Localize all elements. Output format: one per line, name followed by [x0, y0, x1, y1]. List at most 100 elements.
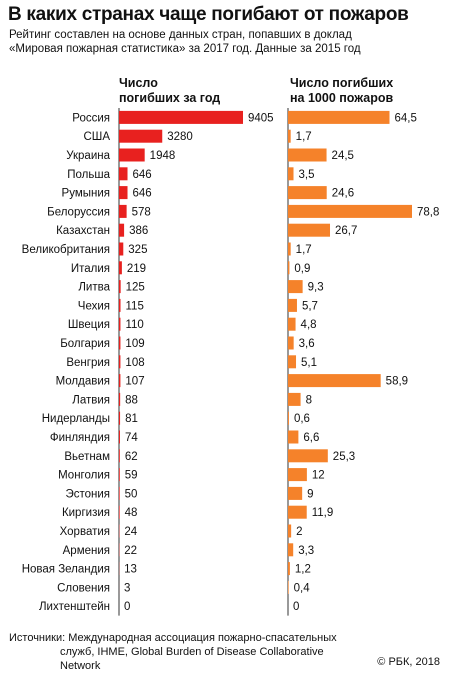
deaths-bar [119, 486, 120, 500]
per1000-bar [288, 148, 327, 162]
per1000-bar [288, 505, 307, 519]
category-label: Молдавия [56, 376, 110, 388]
deaths-column-header-line-1: Число [119, 76, 158, 90]
category-label: Хорватия [60, 526, 110, 538]
deaths-bar [119, 186, 128, 200]
deaths-bar [119, 148, 145, 162]
category-label: Россия [72, 112, 110, 124]
per1000-value-label: 64,5 [394, 112, 416, 124]
category-label: Швеция [68, 319, 110, 331]
per1000-value-label: 3,3 [298, 545, 314, 557]
per1000-column-header-line-2: на 1000 пожаров [290, 91, 394, 105]
category-label: Новая Зеландия [22, 564, 110, 576]
per1000-bar [288, 110, 390, 124]
category-label: Чехия [78, 300, 110, 312]
deaths-bar [119, 167, 128, 181]
credit: © РБК, 2018 [377, 656, 440, 668]
deaths-bar [119, 261, 122, 275]
category-label: Финляндия [50, 432, 110, 444]
deaths-value-label: 125 [126, 282, 145, 294]
deaths-bar [119, 468, 120, 482]
category-label: Монголия [58, 470, 110, 482]
per1000-value-label: 25,3 [333, 451, 355, 463]
per1000-value-label: 24,6 [332, 188, 354, 200]
deaths-value-label: 13 [124, 564, 137, 576]
category-label: Казахстан [56, 225, 110, 237]
deaths-value-label: 62 [125, 451, 138, 463]
category-label: Белоруссия [47, 206, 110, 218]
per1000-value-label: 5,7 [302, 300, 318, 312]
per1000-value-label: 58,9 [386, 376, 408, 388]
per1000-value-label: 1,7 [296, 244, 312, 256]
deaths-value-label: 9405 [248, 112, 274, 124]
deaths-value-label: 386 [129, 225, 148, 237]
chart-subtitle-line-2: «Мировая пожарная статистика» за 2017 го… [9, 43, 361, 55]
deaths-value-label: 59 [125, 470, 138, 482]
source-line-3: Network [60, 660, 101, 672]
per1000-value-label: 0,9 [294, 263, 310, 275]
deaths-value-label: 110 [125, 319, 143, 331]
source-line-2: служб, IHME, Global Burden of Disease Co… [60, 646, 324, 658]
per1000-bar [288, 336, 294, 350]
category-label: Нидерланды [42, 413, 110, 425]
category-label: Великобритания [22, 244, 110, 256]
chart-title: В каких странах чаще погибают от пожаров [8, 4, 409, 25]
deaths-bar [119, 411, 121, 425]
per1000-bar [288, 430, 299, 444]
deaths-bar [119, 449, 120, 463]
per1000-bar [288, 486, 303, 500]
deaths-bar [119, 298, 121, 312]
deaths-value-label: 88 [125, 394, 138, 406]
per1000-value-label: 9,3 [308, 282, 324, 294]
deaths-value-label: 646 [133, 169, 152, 181]
per1000-bar [288, 242, 291, 256]
per1000-value-label: 8 [306, 394, 312, 406]
deaths-value-label: 48 [125, 507, 138, 519]
deaths-value-label: 115 [126, 300, 144, 312]
category-label: Словения [57, 582, 110, 594]
deaths-value-label: 22 [124, 545, 137, 557]
per1000-bar [288, 167, 294, 181]
deaths-bar [119, 280, 121, 294]
deaths-bar [119, 204, 127, 218]
per1000-column-header-line-1: Число погибших [290, 76, 394, 90]
per1000-value-label: 4,8 [301, 319, 317, 331]
deaths-value-label: 108 [125, 357, 144, 369]
category-label: Болгария [60, 338, 110, 350]
per1000-value-label: 1,7 [296, 131, 312, 143]
per1000-value-label: 5,1 [301, 357, 317, 369]
deaths-bar [119, 242, 124, 256]
deaths-bar [119, 317, 121, 331]
deaths-value-label: 107 [125, 376, 144, 388]
per1000-bar [288, 524, 292, 538]
per1000-bar [288, 580, 289, 594]
deaths-bar [119, 505, 120, 519]
category-label: Румыния [62, 188, 110, 200]
deaths-value-label: 109 [125, 338, 144, 350]
per1000-bar [288, 543, 294, 557]
deaths-value-label: 3 [124, 582, 130, 594]
per1000-value-label: 0 [293, 601, 299, 613]
deaths-value-label: 325 [128, 244, 147, 256]
per1000-bar [288, 449, 328, 463]
category-label: Италия [71, 263, 110, 275]
deaths-bar [119, 392, 121, 406]
deaths-bar [119, 374, 121, 388]
per1000-bar [288, 411, 289, 425]
deaths-bar [119, 336, 121, 350]
category-label: Киргизия [62, 507, 110, 519]
per1000-bar [288, 392, 301, 406]
per1000-value-label: 2 [296, 526, 302, 538]
category-label: Лихтенштейн [39, 601, 110, 613]
source-line-1: Источники: Международная ассоциация пожа… [9, 632, 337, 644]
category-label: Польша [67, 169, 110, 181]
per1000-bar [288, 374, 381, 388]
per1000-value-label: 1,2 [295, 564, 311, 576]
deaths-column-header-line-2: погибших за год [119, 91, 221, 105]
deaths-value-label: 3280 [167, 131, 193, 143]
deaths-value-label: 50 [125, 488, 138, 500]
per1000-bar [288, 204, 412, 218]
deaths-value-label: 578 [132, 206, 151, 218]
category-label: США [83, 131, 110, 143]
category-label: Латвия [72, 394, 110, 406]
